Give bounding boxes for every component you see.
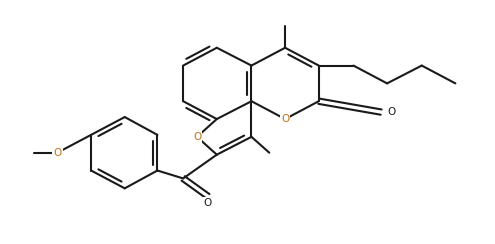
Text: O: O <box>53 148 61 158</box>
Text: O: O <box>204 198 212 208</box>
Text: O: O <box>193 132 201 142</box>
Text: O: O <box>387 107 395 117</box>
Text: O: O <box>281 114 289 124</box>
